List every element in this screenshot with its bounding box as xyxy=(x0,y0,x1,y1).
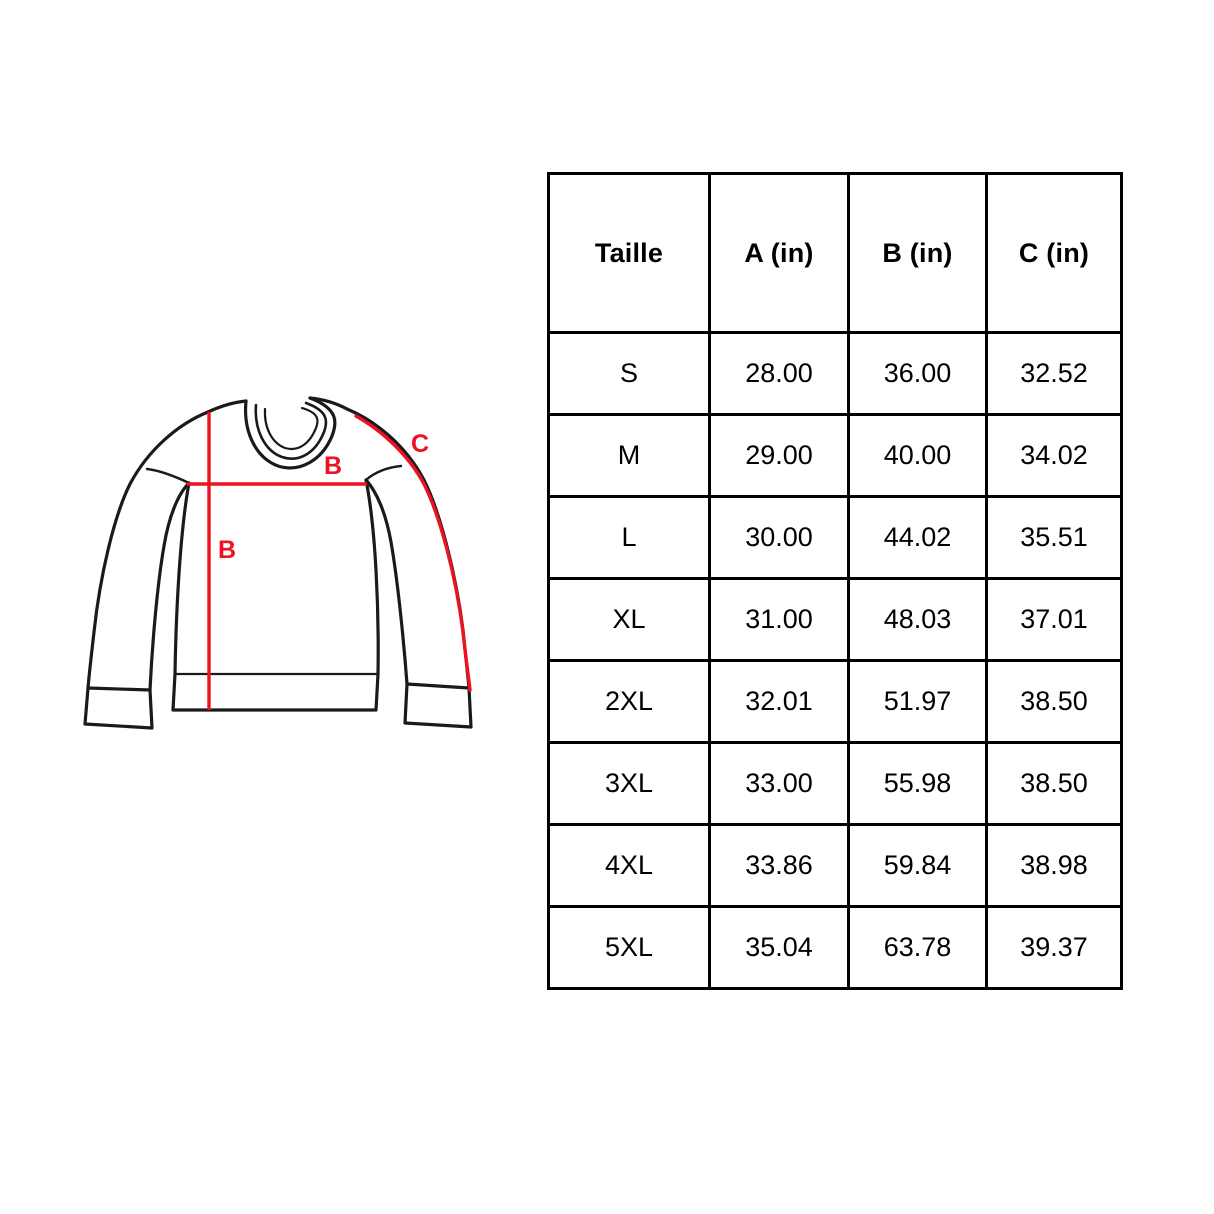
measurement-guides xyxy=(187,412,472,710)
table-row: M 29.00 40.00 34.02 xyxy=(547,413,1123,498)
column-header-c: C (in) xyxy=(985,172,1123,334)
cell-size: 3XL xyxy=(547,741,711,826)
table-row: 4XL 33.86 59.84 38.98 xyxy=(547,823,1123,908)
cell-c: 38.50 xyxy=(985,659,1123,744)
cell-size: XL xyxy=(547,577,711,662)
right-cuff-seam xyxy=(405,682,471,690)
cell-b: 55.98 xyxy=(847,741,988,826)
right-body-side-seam xyxy=(364,478,380,676)
cell-c: 35.51 xyxy=(985,495,1123,580)
size-table-body: S 28.00 36.00 32.52 M 29.00 40.00 34.02 … xyxy=(547,331,1123,990)
left-sleeve-inner-edge xyxy=(148,481,191,692)
cell-b: 36.00 xyxy=(847,331,988,416)
right-armhole-seam xyxy=(364,464,403,482)
sweatshirt-technical-drawing: B B C xyxy=(83,396,473,730)
right-cuff xyxy=(403,682,473,729)
label-sleeve-c: C xyxy=(411,430,429,458)
cell-a: 33.00 xyxy=(708,741,850,826)
size-table: Taille A (in) B (in) C (in) S 28.00 36.0… xyxy=(547,172,1123,990)
collar-inner-rib xyxy=(254,401,328,460)
table-row: 5XL 35.04 63.78 39.37 xyxy=(547,905,1123,990)
cell-b: 51.97 xyxy=(847,659,988,744)
cell-b: 48.03 xyxy=(847,577,988,662)
table-row: S 28.00 36.00 32.52 xyxy=(547,331,1123,416)
left-cuff xyxy=(83,686,154,730)
cell-size: S xyxy=(547,331,711,416)
left-cuff-seam xyxy=(86,686,152,692)
cell-b: 44.02 xyxy=(847,495,988,580)
cell-b: 63.78 xyxy=(847,905,988,990)
cell-c: 38.98 xyxy=(985,823,1123,908)
cell-a: 35.04 xyxy=(708,905,850,990)
sleeve-guide-line xyxy=(354,414,472,692)
right-sleeve-outer-edge xyxy=(345,407,471,690)
cell-a: 28.00 xyxy=(708,331,850,416)
table-row: L 30.00 44.02 35.51 xyxy=(547,495,1123,580)
cell-b: 40.00 xyxy=(847,413,988,498)
table-row: 3XL 33.00 55.98 38.50 xyxy=(547,741,1123,826)
collar-outer-rib xyxy=(243,396,337,470)
label-length-b-vertical: B xyxy=(218,536,236,564)
column-header-a: A (in) xyxy=(708,172,850,334)
size-table-head: Taille A (in) B (in) C (in) xyxy=(547,172,1123,334)
cell-size: 4XL xyxy=(547,823,711,908)
cell-size: L xyxy=(547,495,711,580)
cell-c: 32.52 xyxy=(985,331,1123,416)
cell-size: M xyxy=(547,413,711,498)
cell-c: 37.01 xyxy=(985,577,1123,662)
column-header-b: B (in) xyxy=(847,172,988,334)
cell-c: 38.50 xyxy=(985,741,1123,826)
left-shoulder-top xyxy=(206,399,248,414)
table-row: 2XL 32.01 51.97 38.50 xyxy=(547,659,1123,744)
cell-b: 59.84 xyxy=(847,823,988,908)
left-armhole-seam xyxy=(145,467,191,485)
cell-c: 34.02 xyxy=(985,413,1123,498)
collar-neck-opening xyxy=(263,406,319,451)
cell-a: 31.00 xyxy=(708,577,850,662)
garment-illustration-panel: B B C xyxy=(60,380,480,780)
cell-size: 5XL xyxy=(547,905,711,990)
column-header-size: Taille xyxy=(547,172,711,334)
cell-size: 2XL xyxy=(547,659,711,744)
bottom-hem-band xyxy=(171,672,380,712)
cell-a: 29.00 xyxy=(708,413,850,498)
cell-a: 32.01 xyxy=(708,659,850,744)
left-sleeve-outer-edge xyxy=(86,410,210,690)
right-sleeve-inner-edge xyxy=(364,478,409,686)
label-width-b-top: B xyxy=(324,452,342,480)
cell-a: 30.00 xyxy=(708,495,850,580)
cell-c: 39.37 xyxy=(985,905,1123,990)
table-header-row: Taille A (in) B (in) C (in) xyxy=(547,172,1123,334)
table-row: XL 31.00 48.03 37.01 xyxy=(547,577,1123,662)
left-body-side-seam xyxy=(173,481,191,676)
size-table-container: Taille A (in) B (in) C (in) S 28.00 36.0… xyxy=(547,172,1123,990)
cell-a: 33.86 xyxy=(708,823,850,908)
